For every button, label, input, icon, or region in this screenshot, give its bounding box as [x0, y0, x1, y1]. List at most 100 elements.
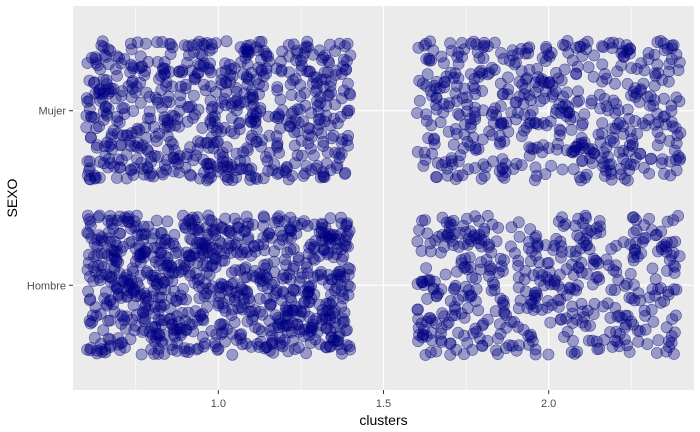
data-point — [667, 214, 680, 226]
data-point — [296, 267, 309, 280]
data-point — [281, 326, 294, 339]
data-point — [295, 64, 308, 76]
data-point — [301, 35, 314, 48]
data-point — [324, 313, 336, 326]
data-point — [277, 269, 290, 281]
data-point — [444, 337, 456, 350]
data-point — [450, 80, 463, 92]
data-point — [652, 283, 664, 296]
data-point — [127, 105, 140, 117]
data-point — [665, 336, 678, 349]
data-point — [596, 58, 609, 71]
data-point — [167, 151, 180, 164]
data-point — [552, 72, 565, 85]
data-point — [127, 265, 140, 278]
data-point — [156, 62, 169, 75]
data-point — [646, 262, 659, 275]
data-point — [537, 117, 550, 129]
data-point — [494, 136, 507, 148]
data-point — [245, 84, 258, 97]
data-point — [197, 38, 210, 50]
data-point — [614, 162, 627, 175]
data-point — [452, 326, 464, 339]
data-point — [328, 112, 340, 125]
data-point — [441, 169, 454, 182]
data-point — [315, 54, 328, 66]
data-point — [484, 264, 496, 277]
data-point — [203, 63, 216, 76]
data-point — [115, 90, 128, 102]
data-point — [178, 263, 190, 275]
data-point — [469, 110, 481, 123]
data-point — [112, 288, 125, 301]
data-point — [131, 153, 144, 165]
data-point — [622, 174, 634, 187]
data-point — [206, 111, 219, 124]
data-point — [497, 294, 510, 307]
data-point — [520, 285, 532, 298]
data-point — [127, 62, 139, 75]
data-point — [224, 76, 237, 88]
data-point — [575, 41, 587, 53]
data-point — [167, 237, 180, 250]
data-point — [110, 281, 123, 294]
data-point — [244, 39, 257, 52]
data-point — [320, 322, 333, 335]
data-point — [622, 44, 634, 56]
data-point — [477, 317, 490, 330]
data-point — [102, 58, 115, 71]
data-point — [251, 337, 264, 350]
data-point — [82, 285, 94, 298]
data-point — [587, 308, 600, 321]
data-point — [624, 125, 637, 138]
data-point — [177, 282, 189, 295]
data-point — [260, 62, 273, 75]
data-point — [342, 129, 354, 142]
data-point — [241, 58, 254, 71]
data-point — [81, 57, 94, 69]
data-point — [624, 238, 637, 251]
data-point — [474, 263, 487, 276]
data-point — [152, 347, 165, 360]
data-point — [104, 294, 117, 307]
data-point — [239, 225, 252, 238]
data-point — [335, 147, 348, 160]
data-point — [333, 151, 346, 164]
data-point — [219, 86, 232, 98]
data-point — [175, 265, 188, 277]
data-point — [145, 156, 157, 168]
data-point — [626, 140, 639, 153]
data-point — [82, 209, 94, 222]
data-point — [125, 91, 138, 104]
data-point — [493, 318, 506, 330]
data-point — [504, 240, 517, 253]
data-point — [323, 297, 336, 309]
data-point — [181, 101, 194, 114]
data-point — [461, 263, 474, 276]
data-point — [102, 103, 115, 115]
data-point — [285, 89, 298, 101]
data-point — [274, 336, 287, 349]
data-point — [672, 209, 684, 222]
data-point — [529, 117, 542, 129]
data-point — [276, 285, 289, 298]
data-point — [192, 280, 205, 293]
data-point — [88, 331, 101, 344]
data-point — [254, 305, 266, 318]
data-point — [300, 40, 313, 53]
data-point — [219, 170, 232, 183]
data-point — [204, 114, 217, 127]
data-point — [141, 265, 154, 278]
data-point — [650, 228, 663, 241]
data-point — [211, 343, 224, 356]
data-point — [134, 97, 147, 109]
data-point — [93, 209, 106, 222]
data-point — [263, 314, 276, 327]
data-point — [540, 41, 553, 53]
data-point — [662, 75, 675, 88]
data-point — [553, 123, 566, 136]
data-point — [97, 324, 110, 336]
data-point — [573, 94, 585, 107]
data-point — [672, 64, 685, 77]
data-point — [113, 161, 126, 174]
